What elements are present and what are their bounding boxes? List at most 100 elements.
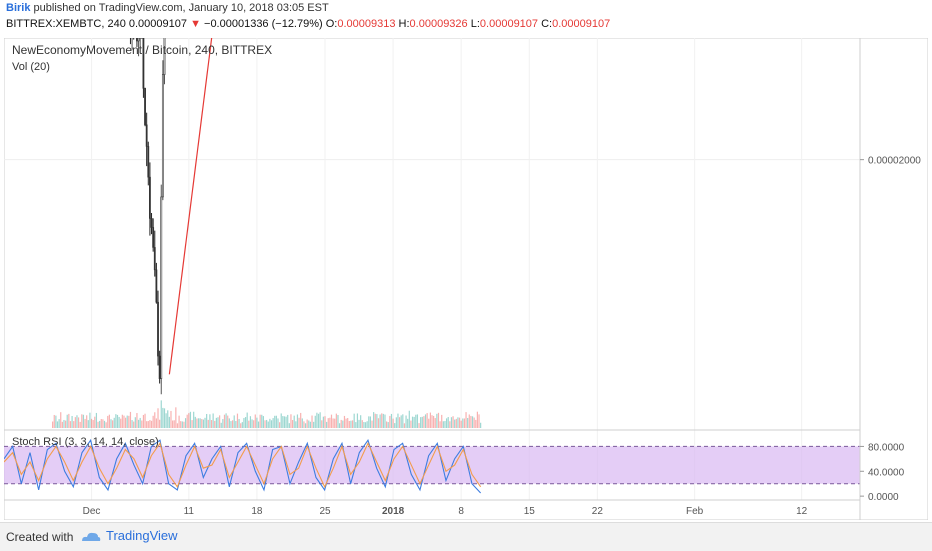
volume-bar bbox=[110, 419, 111, 428]
volume-bar bbox=[436, 414, 437, 428]
volume-bar bbox=[269, 419, 270, 428]
volume-bar bbox=[84, 419, 85, 428]
volume-bar bbox=[277, 418, 278, 428]
chart-title: NewEconomyMovement / Bitcoin, 240, BITTR… bbox=[12, 43, 272, 57]
volume-bar bbox=[148, 421, 149, 428]
volume-bar bbox=[297, 414, 298, 428]
candle-body bbox=[148, 146, 149, 177]
volume-bar bbox=[388, 422, 389, 428]
volume-bar bbox=[140, 418, 141, 428]
volume-bar bbox=[88, 420, 89, 428]
volume-bar bbox=[127, 416, 128, 428]
volume-bar bbox=[159, 420, 160, 428]
volume-bar bbox=[271, 420, 272, 428]
volume-bar bbox=[341, 420, 342, 428]
volume-bar bbox=[190, 412, 191, 428]
volume-bar bbox=[217, 417, 218, 428]
x-tick-label: 18 bbox=[251, 506, 263, 517]
chart-canvas[interactable]: 1.618(0.00018316)1(0.00013935)0.786(0.00… bbox=[4, 38, 928, 520]
volume-bar bbox=[119, 417, 120, 428]
volume-bar bbox=[201, 419, 202, 428]
volume-bar bbox=[96, 413, 97, 428]
volume-bar bbox=[357, 413, 358, 428]
volume-bar bbox=[99, 421, 100, 428]
volume-bar bbox=[161, 400, 162, 428]
volume-bar bbox=[344, 416, 345, 428]
volume-bar bbox=[177, 423, 178, 428]
volume-bar bbox=[183, 422, 184, 428]
volume-bar bbox=[219, 415, 220, 428]
candle-body bbox=[157, 302, 158, 356]
volume-bar bbox=[451, 417, 452, 428]
volume-bar bbox=[55, 416, 56, 428]
volume-bar bbox=[363, 422, 364, 428]
volume-bar bbox=[381, 413, 382, 428]
volume-bar bbox=[60, 412, 61, 428]
volume-bar bbox=[465, 412, 466, 428]
volume-bar bbox=[347, 418, 348, 428]
volume-bar bbox=[380, 414, 381, 428]
stoch-tick-label: 80.0000 bbox=[868, 442, 905, 453]
volume-bar bbox=[407, 419, 408, 428]
volume-bar bbox=[370, 416, 371, 428]
volume-bar bbox=[462, 418, 463, 428]
ohlc-line: BITTREX:XEMBTC, 240 0.00009107 ▼ −0.0000… bbox=[6, 18, 610, 30]
close-value: 0.00009107 bbox=[552, 18, 610, 30]
volume-bar bbox=[454, 420, 455, 428]
volume-bar bbox=[94, 417, 95, 428]
volume-bar bbox=[368, 416, 369, 428]
x-tick-label: 11 bbox=[184, 506, 195, 517]
low-value: 0.00009107 bbox=[480, 18, 538, 30]
volume-bar bbox=[404, 423, 405, 428]
volume-bar bbox=[336, 414, 337, 428]
volume-bar bbox=[438, 413, 439, 428]
volume-bar bbox=[242, 422, 243, 428]
volume-bar bbox=[120, 419, 121, 428]
volume-bar bbox=[143, 415, 144, 428]
chart-frame[interactable]: 1.618(0.00018316)1(0.00013935)0.786(0.00… bbox=[4, 38, 928, 520]
volume-bar bbox=[448, 417, 449, 428]
volume-bar bbox=[414, 417, 415, 428]
candle-body bbox=[138, 38, 139, 41]
volume-bar bbox=[130, 412, 131, 428]
volume-bar bbox=[326, 422, 327, 428]
volume-bar bbox=[222, 419, 223, 428]
volume-bar bbox=[334, 419, 335, 428]
volume-bar bbox=[331, 415, 332, 428]
volume-bar bbox=[435, 418, 436, 428]
volume-bar bbox=[216, 418, 217, 428]
volume-bar bbox=[67, 415, 68, 428]
volume-bar bbox=[446, 418, 447, 428]
volume-bar bbox=[354, 414, 355, 428]
tradingview-logo[interactable]: TradingView bbox=[80, 528, 178, 543]
volume-bar bbox=[478, 414, 479, 428]
volume-bar bbox=[289, 423, 290, 428]
volume-bar bbox=[433, 416, 434, 428]
volume-bar bbox=[128, 416, 129, 428]
volume-bar bbox=[195, 417, 196, 428]
volume-bar bbox=[167, 410, 168, 428]
created-with-label: Created with bbox=[6, 530, 73, 544]
volume-bar bbox=[114, 418, 115, 428]
volume-bar bbox=[57, 421, 58, 428]
volume-bar bbox=[480, 423, 481, 428]
volume-bar bbox=[360, 415, 361, 428]
volume-bar bbox=[59, 419, 60, 428]
volume-bar bbox=[441, 415, 442, 428]
volume-bar bbox=[247, 413, 248, 428]
volume-bar bbox=[112, 420, 113, 428]
volume-bar bbox=[75, 417, 76, 428]
volume-bar bbox=[342, 421, 343, 428]
volume-bar bbox=[333, 418, 334, 428]
cloud-icon bbox=[80, 531, 102, 543]
author-link[interactable]: Birik bbox=[6, 2, 30, 14]
volume-bar bbox=[371, 421, 372, 428]
volume-bar bbox=[63, 420, 64, 428]
volume-bar bbox=[123, 416, 124, 428]
volume-bar bbox=[117, 415, 118, 428]
volume-bar bbox=[425, 414, 426, 428]
volume-bar bbox=[182, 421, 183, 428]
volume-bar bbox=[292, 420, 293, 428]
low-label: L: bbox=[471, 18, 480, 30]
volume-bar bbox=[324, 416, 325, 428]
